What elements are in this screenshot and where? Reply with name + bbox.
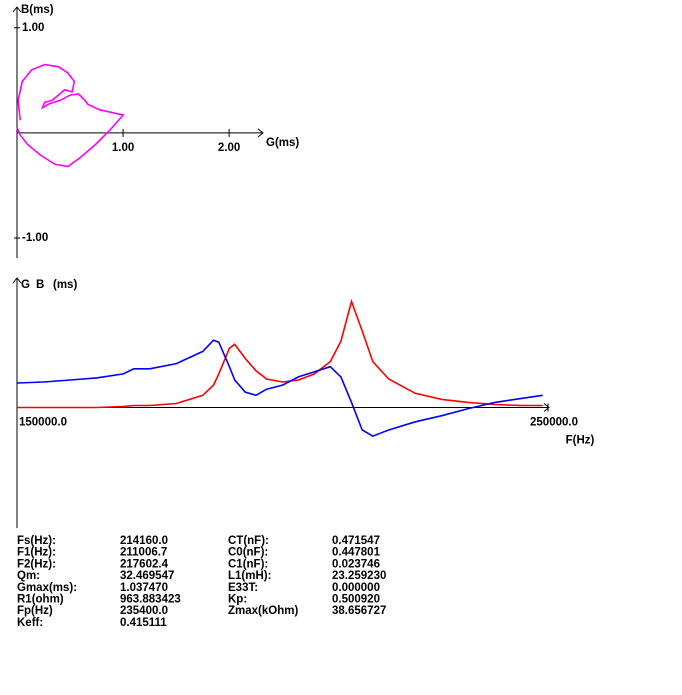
- data-line: [16, 339, 543, 437]
- param-value: 214160.0: [120, 535, 168, 547]
- x-tick-label: 1.00: [112, 142, 134, 154]
- x-axis-label: F(Hz): [566, 435, 595, 447]
- y-tick-label: 1.00: [22, 22, 44, 34]
- param-value: 38.656727: [332, 605, 386, 617]
- arrow: [12, 6, 22, 13]
- param-label: F2(Hz):: [17, 558, 56, 570]
- x-tick-label: 2.00: [218, 142, 240, 154]
- param-label: Qm:: [17, 570, 40, 582]
- param-value: 0.415111: [120, 617, 167, 629]
- param-value: 235400.0: [120, 605, 168, 617]
- param-value: 0.447801: [332, 547, 381, 559]
- x-axis-label: G(ms): [266, 137, 299, 149]
- param-label: Gmax(ms):: [17, 582, 77, 594]
- y-axis-label: B(ms): [21, 4, 54, 16]
- param-value: 0.471547: [332, 535, 380, 547]
- data-line: [16, 63, 125, 168]
- param-label: Kp:: [228, 594, 247, 606]
- param-value: 0.000000: [332, 582, 380, 594]
- param-value: 1.037470: [120, 582, 168, 594]
- param-value: 217602.4: [120, 558, 169, 570]
- param-label: E33T:: [228, 582, 258, 594]
- param-label: C1(nF):: [228, 558, 268, 570]
- x-tick-label: 150000.0: [19, 417, 67, 429]
- param-label: Fs(Hz):: [17, 535, 56, 547]
- arrow: [543, 403, 550, 412]
- data-line: [17, 298, 543, 409]
- param-value: 0.500920: [332, 594, 380, 606]
- param-label: CT(nF):: [228, 535, 269, 547]
- x-tick-label: 250000.0: [530, 417, 578, 429]
- param-label: Keff:: [17, 617, 43, 629]
- arrow: [257, 128, 264, 138]
- param-value: 963.883423: [120, 594, 181, 606]
- param-label: F1(Hz):: [17, 547, 56, 559]
- arrow: [12, 277, 22, 284]
- y-axis-label: (ms): [53, 279, 77, 291]
- param-label: C0(nF):: [228, 547, 268, 559]
- param-value: 0.023746: [332, 558, 380, 570]
- param-value: 23.259230: [332, 570, 386, 582]
- param-value: 211006.7: [120, 547, 167, 559]
- legend-label: G: [21, 279, 30, 291]
- param-label: L1(mH):: [228, 570, 271, 582]
- param-value: 32.469547: [120, 570, 174, 582]
- param-label: Fp(Hz): [17, 605, 53, 617]
- param-label: R1(ohm): [17, 594, 64, 606]
- y-tick-label: -1.00: [22, 232, 48, 244]
- param-label: Zmax(kOhm): [228, 605, 298, 617]
- legend-label: B: [36, 279, 44, 291]
